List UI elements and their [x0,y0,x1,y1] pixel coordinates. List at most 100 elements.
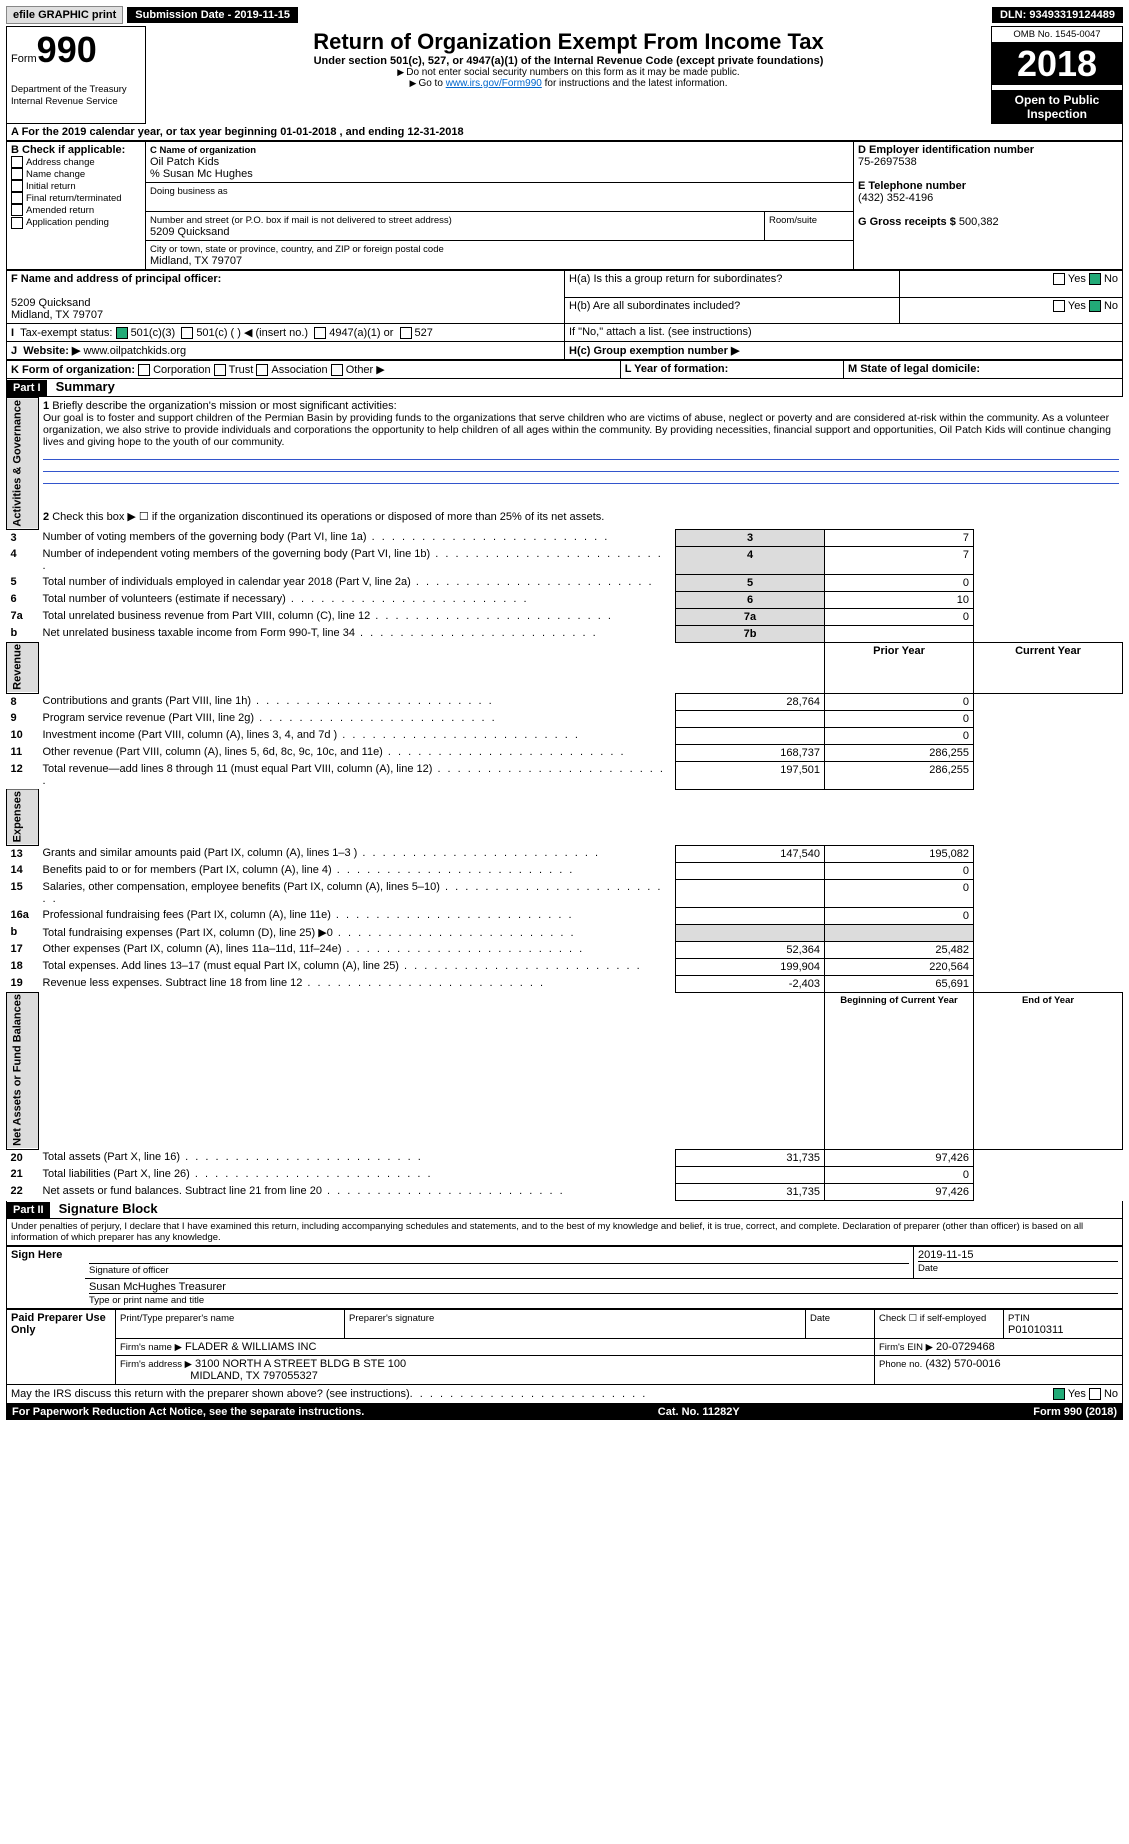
open-public: Open to Public Inspection [992,91,1123,124]
b-opt-checkbox[interactable] [11,168,23,180]
no-label: No [1104,273,1118,285]
curr-val: 0 [825,907,974,924]
section-l-label: L Year of formation: [625,363,729,375]
ha-yes-checkbox[interactable] [1053,273,1065,285]
omb-number: OMB No. 1545-0047 [992,27,1122,43]
prior-year-header: Prior Year [825,642,974,693]
firm-addr-label: Firm's address ▶ [120,1359,192,1370]
tax-year: 2018 [1017,43,1097,84]
firm-name-label: Firm's name ▶ [120,1342,182,1353]
begin-year-header: Beginning of Current Year [825,992,974,1149]
side-net: Net Assets or Fund Balances [7,992,39,1149]
dba-label: Doing business as [150,186,228,197]
officer-addr1: 5209 Quicksand [11,297,91,309]
k-opt-checkbox[interactable] [256,364,268,376]
hc-label: H(c) Group exemption number ▶ [569,345,739,357]
prior-val [676,907,825,924]
sig-date-value: 2019-11-15 [918,1249,973,1261]
dept-treasury: Department of the Treasury [11,84,127,95]
b-opt-label: Final return/terminated [26,193,122,204]
b-opt-checkbox[interactable] [11,192,23,204]
k-opt-checkbox[interactable] [138,364,150,376]
gov-desc: Number of voting members of the governin… [43,531,610,543]
mission-text: Our goal is to foster and support childr… [43,412,1111,448]
4947-checkbox[interactable] [314,327,326,339]
header-table: Form990 Department of the Treasury Inter… [6,26,1123,124]
gov-desc: Number of independent voting members of … [43,548,663,572]
h-no-instruction: If "No," attach a list. (see instruction… [569,326,752,338]
print-preparer-label: Print/Type preparer's name [120,1313,234,1324]
dln-label: DLN: 93493319124489 [992,7,1123,23]
discuss-no-checkbox[interactable] [1089,1388,1101,1400]
room-label: Room/suite [769,215,817,226]
curr-val: 97,426 [825,1149,974,1166]
preparer-sig-label: Preparer's signature [349,1313,434,1324]
section-c-label: C Name of organization [150,145,256,156]
ha-no-checkbox[interactable] [1089,273,1101,285]
b-opt-checkbox[interactable] [11,204,23,216]
gov-desc: Total unrelated business revenue from Pa… [43,610,613,622]
prior-val: 31,735 [676,1149,825,1166]
b-opt-label: Name change [26,169,85,180]
501c3-checkbox[interactable] [116,327,128,339]
curr-val: 286,255 [825,744,974,761]
typed-label: Type or print name and title [89,1295,204,1306]
527-checkbox[interactable] [400,327,412,339]
officer-addr2: Midland, TX 79707 [11,309,103,321]
sig-officer-label: Signature of officer [89,1265,169,1276]
curr-val [825,924,974,941]
k-opt-label: Other ▶ [346,364,385,376]
irs-link[interactable]: www.irs.gov/Form990 [446,78,542,89]
check-self-label: Check ☐ if self-employed [879,1313,986,1324]
gov-val: 7 [825,546,974,574]
part2-header: Part II [7,1202,50,1218]
form-word: Form [11,53,37,65]
efile-print-button[interactable]: efile GRAPHIC print [6,6,123,24]
curr-val: 97,426 [825,1183,974,1200]
part2-title: Signature Block [53,1201,158,1216]
section-b-label: B Check if applicable: [11,144,125,156]
preparer-table: Paid Preparer Use Only Print/Type prepar… [6,1309,1123,1385]
declaration-text: Under penalties of perjury, I declare th… [6,1219,1123,1246]
row-desc: Program service revenue (Part VIII, line… [43,712,497,724]
501c-checkbox[interactable] [181,327,193,339]
row-desc: Total assets (Part X, line 16) [43,1151,423,1163]
discuss-yes-checkbox[interactable] [1053,1388,1065,1400]
b-opt-label: Amended return [26,205,94,216]
prior-val: 168,737 [676,744,825,761]
k-opt-label: Trust [229,364,254,376]
footer-mid: Cat. No. 11282Y [658,1406,740,1418]
k-opt-checkbox[interactable] [331,364,343,376]
gov-val: 0 [825,574,974,591]
gov-val: 10 [825,591,974,608]
b-opt-checkbox[interactable] [11,217,23,229]
tax-exempt-label: Tax-exempt status: [20,327,112,339]
org-co: % Susan Mc Hughes [150,168,253,180]
firm-addr1: 3100 NORTH A STREET BLDG B STE 100 [195,1358,406,1370]
k-opt-checkbox[interactable] [214,364,226,376]
top-bar: efile GRAPHIC print Submission Date - 20… [6,6,1123,24]
hb-yes-checkbox[interactable] [1053,300,1065,312]
curr-val: 0 [825,862,974,879]
k-opt-label: Association [271,364,327,376]
firm-ein-label: Firm's EIN ▶ [879,1342,933,1353]
row-desc: Total expenses. Add lines 13–17 (must eq… [43,960,642,972]
prior-val: 52,364 [676,941,825,958]
prior-val: 31,735 [676,1183,825,1200]
b-opt-checkbox[interactable] [11,156,23,168]
signature-table: Sign Here Signature of officer 2019-11-1… [6,1246,1123,1309]
hb-no-checkbox[interactable] [1089,300,1101,312]
gov-desc: Total number of volunteers (estimate if … [43,593,529,605]
b-opt-label: Initial return [26,181,76,192]
prior-val: 199,904 [676,958,825,975]
side-expenses: Expenses [7,789,39,845]
section-k-label: K Form of organization: [11,364,135,376]
b-opt-checkbox[interactable] [11,180,23,192]
prior-val: -2,403 [676,975,825,992]
current-year-header: Current Year [974,642,1123,693]
row-desc: Investment income (Part VIII, column (A)… [43,729,580,741]
row-desc: Net assets or fund balances. Subtract li… [43,1185,565,1197]
footer-right: Form 990 (2018) [1033,1406,1117,1418]
501c3-label: 501(c)(3) [131,327,176,339]
section-i-label: I [11,327,20,339]
